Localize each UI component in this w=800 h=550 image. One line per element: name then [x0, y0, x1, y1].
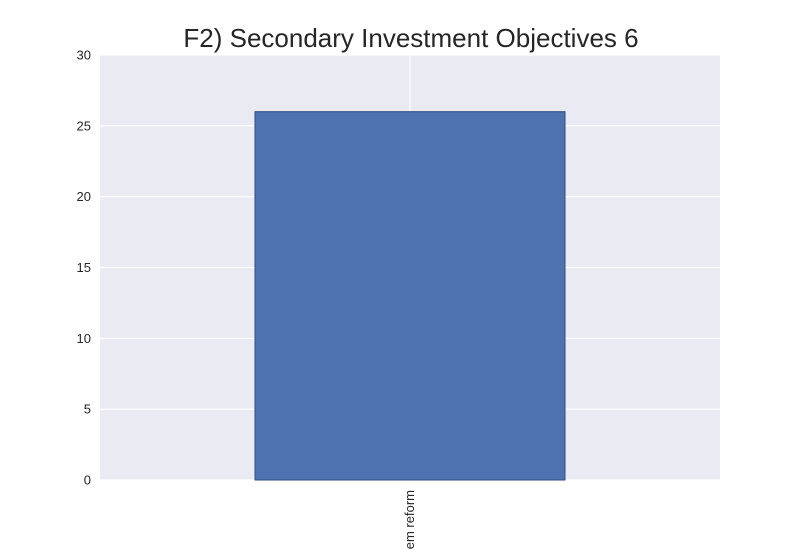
y-tick-label: 30: [77, 48, 91, 63]
y-tick-label: 15: [77, 260, 91, 275]
bar-0: [254, 111, 566, 481]
chart-title: F2) Secondary Investment Objectives 6: [183, 23, 638, 53]
x-tick-label: em reform: [402, 490, 417, 549]
y-tick-label: 20: [77, 189, 91, 204]
x-axis-ticks: em reform: [402, 490, 417, 549]
bars: [254, 111, 566, 481]
y-axis-ticks: 0 5 10 15 20 25 30: [77, 48, 91, 488]
y-tick-label: 5: [84, 402, 91, 417]
y-tick-label: 10: [77, 331, 91, 346]
y-tick-label: 25: [77, 118, 91, 133]
y-tick-label: 0: [84, 473, 91, 488]
